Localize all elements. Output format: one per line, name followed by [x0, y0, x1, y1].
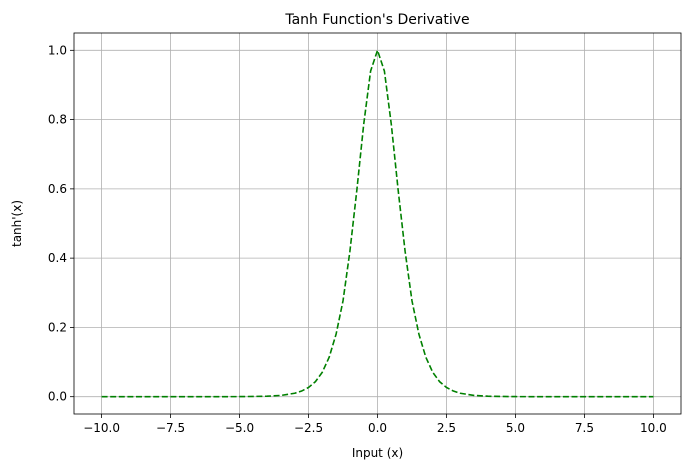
- ticks: −10.0 −7.5 −5.0 −2.5 0.0 2.5 5.0 7.5 10.0 0.0 0.2 0…: [48, 43, 667, 435]
- series-line: [101, 47, 654, 398]
- x-tick-label: 5.0: [506, 421, 525, 435]
- x-axis-label: Input (x): [352, 446, 403, 460]
- x-tick-label: −7.5: [156, 421, 185, 435]
- x-tick-label: −10.0: [83, 421, 120, 435]
- x-tick-label: 7.5: [575, 421, 594, 435]
- y-tick-label: 0.2: [48, 320, 67, 334]
- y-axis-label: tanh'(x): [10, 200, 24, 247]
- x-tick-label: −2.5: [294, 421, 323, 435]
- y-tick-label: 1.0: [48, 43, 67, 57]
- x-tick-label: 2.5: [437, 421, 456, 435]
- y-tick-label: 0.8: [48, 113, 67, 127]
- y-tick-label: 0.4: [48, 251, 67, 265]
- series-layer: [101, 47, 654, 398]
- grid: [74, 33, 681, 414]
- chart-title: Tanh Function's Derivative: [284, 12, 469, 28]
- x-tick-label: −5.0: [225, 421, 254, 435]
- x-tick-label: 10.0: [640, 421, 667, 435]
- y-tick-label: 0.6: [48, 182, 67, 196]
- y-tick-label: 0.0: [48, 390, 67, 404]
- x-tick-label: 0.0: [368, 421, 387, 435]
